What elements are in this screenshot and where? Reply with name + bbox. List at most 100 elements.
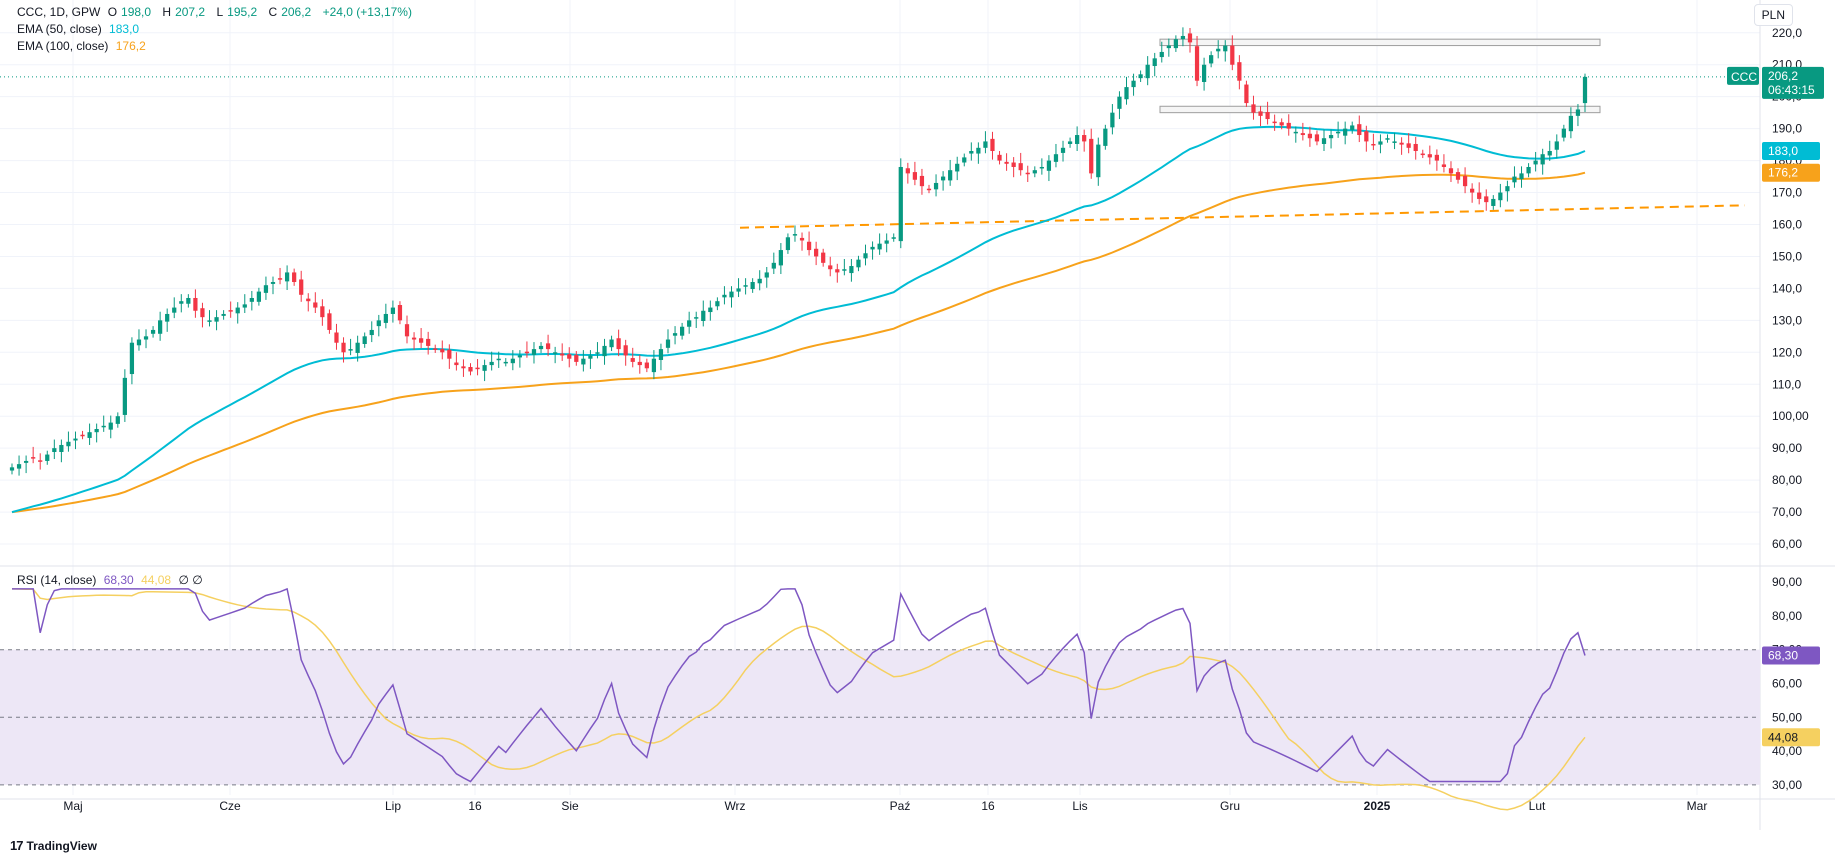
candle	[489, 351, 494, 371]
candle-body	[990, 138, 995, 152]
candle	[1406, 133, 1411, 154]
candle	[200, 302, 205, 328]
rsi-ma-value: 44,08	[141, 573, 172, 587]
candle	[1484, 189, 1489, 211]
candle-body	[1357, 124, 1362, 136]
candle	[898, 158, 903, 249]
candle-body	[658, 349, 664, 360]
rsi-tag-bg	[1762, 646, 1820, 665]
candle-body	[482, 365, 487, 371]
candle	[419, 328, 424, 349]
candle-body	[193, 297, 198, 311]
x-tick-label: 16	[468, 799, 482, 813]
candle	[778, 243, 783, 275]
candle-body	[1575, 109, 1581, 116]
candle	[567, 347, 572, 368]
candle	[658, 343, 664, 371]
candle-body	[1336, 131, 1341, 134]
candle-body	[531, 349, 537, 355]
candle	[694, 311, 699, 329]
candle-body	[581, 358, 586, 365]
price-value-bg	[1762, 66, 1824, 99]
candle	[1067, 137, 1073, 148]
candle	[172, 297, 177, 319]
tradingview-logo[interactable]: 17 TradingView	[10, 838, 97, 853]
candle	[1145, 56, 1150, 86]
candle	[1124, 76, 1129, 105]
candle	[884, 233, 889, 253]
countdown-text: 06:43:15	[1768, 83, 1815, 97]
candle-body	[771, 262, 776, 269]
candle-body	[574, 354, 579, 362]
candle	[115, 412, 120, 428]
candle-body	[1427, 154, 1432, 158]
candle-body	[16, 464, 22, 469]
candle-body	[828, 265, 833, 270]
candle-body	[397, 305, 403, 321]
y-tick-label: 150,0	[1772, 249, 1802, 263]
candle	[630, 347, 635, 368]
candle-body	[1018, 163, 1023, 171]
candle-body	[1314, 134, 1320, 142]
x-tick-label: Cze	[219, 799, 241, 813]
candle-body	[108, 422, 113, 430]
rsi-tick-label: 30,00	[1772, 778, 1802, 792]
x-tick-label: Mar	[1687, 799, 1708, 813]
candle	[461, 359, 466, 377]
ema100-legend[interactable]: EMA (100, close) 176,2	[17, 38, 150, 54]
candle	[729, 286, 734, 308]
candle	[926, 184, 932, 194]
candle	[1258, 105, 1263, 127]
candle	[38, 453, 43, 470]
candle	[1462, 167, 1468, 194]
candle	[595, 342, 600, 359]
candle	[45, 450, 50, 465]
candle-body	[1568, 115, 1574, 132]
candle	[510, 350, 515, 371]
candle-body	[80, 434, 85, 437]
candle	[242, 294, 247, 314]
rsi-tick-label: 60,00	[1772, 677, 1802, 691]
candle	[1004, 153, 1009, 171]
candle	[313, 292, 318, 314]
candle-body	[1096, 144, 1101, 178]
candle-body	[327, 313, 332, 330]
rsi-tag-text: 68,30	[1768, 648, 1798, 662]
candle	[143, 329, 149, 349]
candle	[1025, 165, 1030, 182]
currency-button[interactable]: PLN	[1753, 4, 1793, 26]
ema50-legend[interactable]: EMA (50, close) 183,0	[17, 21, 143, 37]
ema50-line	[11, 125, 1586, 514]
candle	[158, 311, 163, 341]
candle	[1343, 121, 1348, 145]
candle	[912, 161, 918, 186]
candle-body	[806, 241, 812, 251]
candle-body	[849, 266, 854, 274]
x-tick-label: Sie	[561, 799, 579, 813]
candle-body	[299, 279, 304, 295]
y-tick-label: 140,0	[1772, 281, 1802, 295]
x-tick-label: Wrz	[724, 799, 745, 813]
candle-body	[440, 349, 445, 353]
ema100-tag-bg	[1762, 163, 1820, 182]
candle-body	[1117, 96, 1122, 109]
candle	[482, 359, 487, 382]
candle-body	[877, 243, 882, 250]
rsi-legend[interactable]: RSI (14, close) 68,30 44,08 ∅ ∅	[17, 572, 207, 588]
rsi-tick-label: 80,00	[1772, 609, 1802, 623]
candle	[1117, 91, 1122, 120]
candle-body	[856, 259, 861, 268]
candle	[1399, 137, 1404, 155]
ema100-tag-text: 176,2	[1768, 166, 1798, 180]
candle-body	[940, 176, 946, 181]
candle	[292, 268, 297, 286]
candle-body	[1067, 141, 1073, 144]
candle	[708, 300, 713, 321]
candle	[1230, 35, 1235, 71]
ema50-value: 183,0	[109, 22, 140, 36]
y-tick-label: 120,0	[1772, 345, 1802, 359]
low-label: L	[216, 5, 224, 19]
candle-body	[623, 345, 628, 356]
candle-body	[1194, 46, 1200, 81]
